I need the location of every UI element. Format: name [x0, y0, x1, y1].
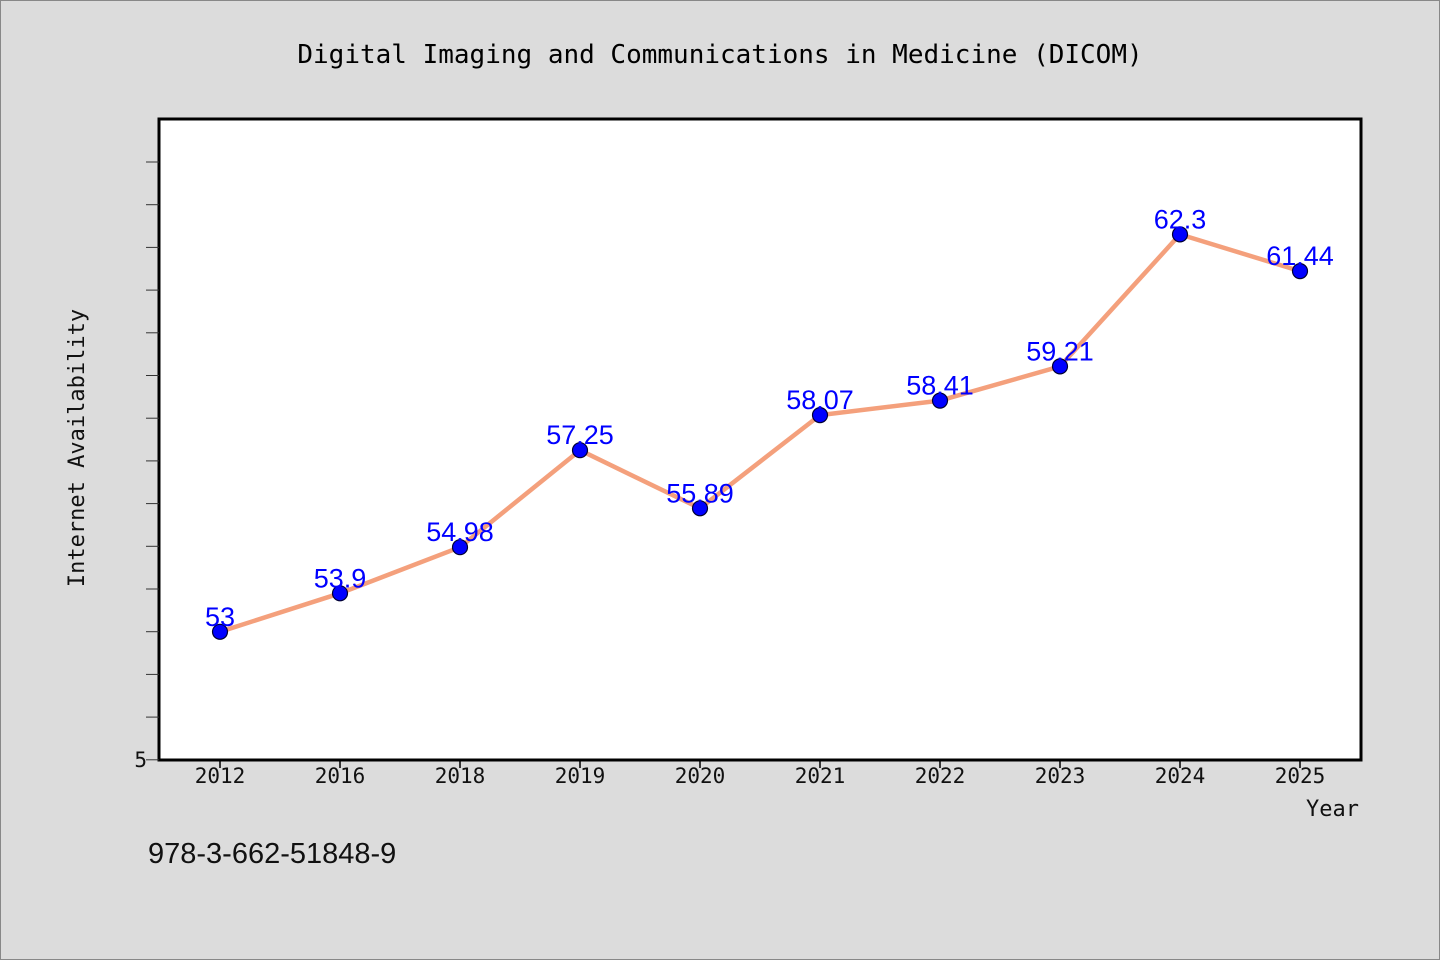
x-tick-label: 2025 — [1275, 764, 1326, 788]
data-point — [811, 407, 829, 424]
data-label: 54.98 — [426, 517, 494, 547]
data-series: 53 53.9 54.98 57.25 55.89 58.07 58.41 59.21 62.3… — [205, 204, 1334, 640]
x-tick-label: 2022 — [915, 764, 966, 788]
x-tick-label: 2020 — [675, 764, 726, 788]
x-tick-label: 2023 — [1035, 764, 1086, 788]
data-label: 58.07 — [786, 385, 854, 415]
data-label: 62.3 — [1154, 204, 1207, 234]
data-label: 61.44 — [1266, 241, 1334, 271]
data-point — [451, 539, 469, 556]
data-label: 55.89 — [666, 478, 734, 508]
data-point — [1051, 358, 1069, 375]
series-line — [217, 232, 1303, 635]
data-label: 59.21 — [1026, 336, 1094, 366]
x-tick-label: 2021 — [795, 764, 846, 788]
y-tick-label: 5 — [134, 748, 147, 772]
x-tick-label: 2019 — [555, 764, 606, 788]
x-tick-label: 2018 — [435, 764, 486, 788]
x-tick-label: 2024 — [1155, 764, 1206, 788]
isbn-footer: 978-3-662-51848-9 — [148, 838, 396, 870]
y-axis-ticks — [146, 161, 159, 761]
data-point — [931, 392, 949, 409]
data-point — [1171, 226, 1189, 243]
data-point — [211, 623, 229, 640]
data-point — [1291, 263, 1309, 280]
plot-area — [157, 117, 1363, 762]
x-tick-label: 2016 — [315, 764, 366, 788]
data-label: 58.41 — [906, 371, 974, 401]
data-point — [571, 442, 589, 459]
data-label: 53.9 — [314, 563, 367, 593]
data-label: 53 — [205, 602, 235, 632]
x-axis: 2012 2016 2018 2019 2020 2021 2022 2023 2024 2025 — [195, 760, 1326, 788]
chart-title: Digital Imaging and Communications in Me… — [297, 40, 1142, 70]
x-axis-label: Year — [1306, 797, 1359, 822]
y-axis-label: Internet Availability — [65, 309, 90, 587]
data-point — [331, 585, 349, 602]
x-tick-label: 2012 — [195, 764, 246, 788]
data-label: 57.25 — [546, 420, 614, 450]
data-point — [691, 500, 709, 517]
